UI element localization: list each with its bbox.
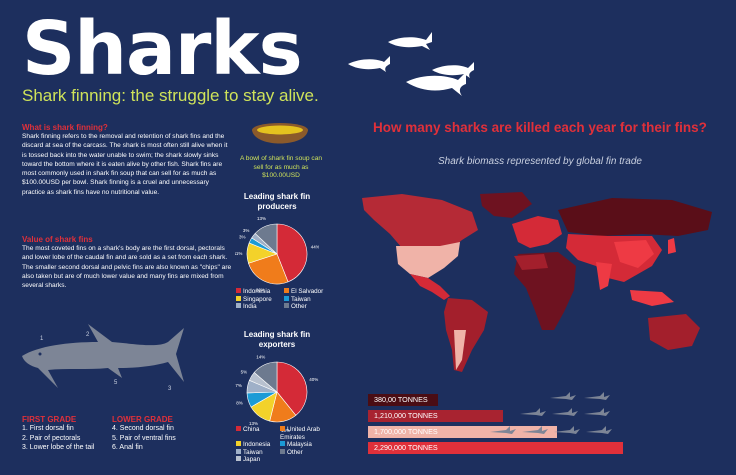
pie-label: 3% xyxy=(239,234,246,239)
legend-item: Japan xyxy=(236,456,280,464)
first-grade-heading: FIRST GRADE xyxy=(22,415,77,424)
legend-item: El Salvador xyxy=(284,288,323,296)
legend-item: Singapore xyxy=(236,295,284,304)
first-grade-item: 1. First dorsal fin xyxy=(22,425,74,432)
pie-slice-other xyxy=(254,223,278,255)
first-grade-block: FIRST GRADE 1. First dorsal fin 2. Pair … xyxy=(22,415,94,453)
pie-label: 26% xyxy=(256,287,265,292)
what-is-finning-text: Shark finning refers to the removal and … xyxy=(22,133,228,196)
first-grade-item: 3. Lower lobe of the tail xyxy=(22,444,95,451)
value-text: The most coveted fins on a shark's body … xyxy=(22,245,232,290)
first-grade-item: 2. Pair of pectorals xyxy=(22,434,81,442)
legend-item: India xyxy=(236,303,284,311)
legend-item: Malaysia xyxy=(280,441,312,449)
fin-trade-bar: 380,00 TONNES xyxy=(368,394,438,406)
producers-pie-chart: 44% 26% 11% 3%3% 13% xyxy=(235,216,319,292)
map-title: How many sharks are killed each year for… xyxy=(373,120,707,135)
shark-illustration-icon: 1 2 5 3 xyxy=(22,324,184,392)
exporters-legend: China United Arab Emirates Indonesia Malay… xyxy=(236,426,336,464)
pie-label: 5% xyxy=(241,369,248,374)
legend-item: Indonesia xyxy=(236,441,280,449)
world-map xyxy=(362,192,712,372)
what-is-finning-heading: What is shark finning? xyxy=(22,123,108,132)
lower-grade-heading: LOWER GRADE xyxy=(112,415,173,424)
svg-text:2: 2 xyxy=(86,332,90,338)
lower-grade-item: 5. Pair of ventral fins xyxy=(112,434,176,442)
producers-chart-title: Leading shark fin producers xyxy=(243,192,311,211)
page-title: Sharks xyxy=(22,6,303,92)
pie-label: 13% xyxy=(249,421,258,426)
pie-label: 15% xyxy=(281,428,290,433)
exporters-pie-chart: 40% 15% 13% 8% 7% 5% 14% xyxy=(235,355,318,434)
page-subtitle: Shark finning: the struggle to stay aliv… xyxy=(22,86,319,105)
fin-trade-bar: 2,290,000 TONNES xyxy=(368,442,623,454)
svg-text:5: 5 xyxy=(114,380,118,386)
svg-text:3: 3 xyxy=(168,386,172,392)
pie-label: 44% xyxy=(311,245,319,250)
producers-legend: Indonesia El Salvador Singapore Taiwan Ind… xyxy=(236,288,332,311)
legend-item: China xyxy=(236,426,280,434)
value-heading: Value of shark fins xyxy=(22,235,93,244)
legend-item: Taiwan xyxy=(236,448,280,457)
pie-label: 3% xyxy=(243,228,250,233)
lower-grade-block: LOWER GRADE 4. Second dorsal fin 5. Pair… xyxy=(112,415,176,453)
pie-label: 40% xyxy=(309,377,318,382)
pie-slice-el-salvador xyxy=(248,253,289,285)
legend-item: United Arab Emirates xyxy=(280,426,320,441)
pie-slice-other xyxy=(253,361,278,393)
legend-item: Indonesia xyxy=(236,288,284,296)
pie-label: 14% xyxy=(256,355,265,360)
fin-trade-bar: 1,210,000 TONNES xyxy=(368,410,503,422)
svg-text:1: 1 xyxy=(40,336,44,342)
pie-slice-indonesia xyxy=(276,223,308,283)
bowl-caption: A bowl of shark fin soup can sell for as… xyxy=(239,155,323,179)
map-subtitle: Shark biomass represented by global fin … xyxy=(437,156,642,167)
header-sharks-icon xyxy=(348,32,474,96)
exporters-chart-title: Leading shark fin exporters xyxy=(243,330,311,349)
pie-label: 11% xyxy=(235,251,242,256)
soup-bowl-icon xyxy=(252,123,308,144)
small-sharks-icon xyxy=(490,392,612,434)
pie-label: 7% xyxy=(235,383,242,388)
pie-slice-china xyxy=(276,361,308,416)
pie-label: 8% xyxy=(236,401,243,406)
pie-label: 13% xyxy=(257,216,266,221)
lower-grade-item: 6. Anal fin xyxy=(112,444,143,451)
legend-item: Other xyxy=(280,448,303,457)
lower-grade-item: 4. Second dorsal fin xyxy=(112,425,174,432)
legend-item: Taiwan xyxy=(284,295,311,304)
legend-item: Other xyxy=(284,303,307,311)
